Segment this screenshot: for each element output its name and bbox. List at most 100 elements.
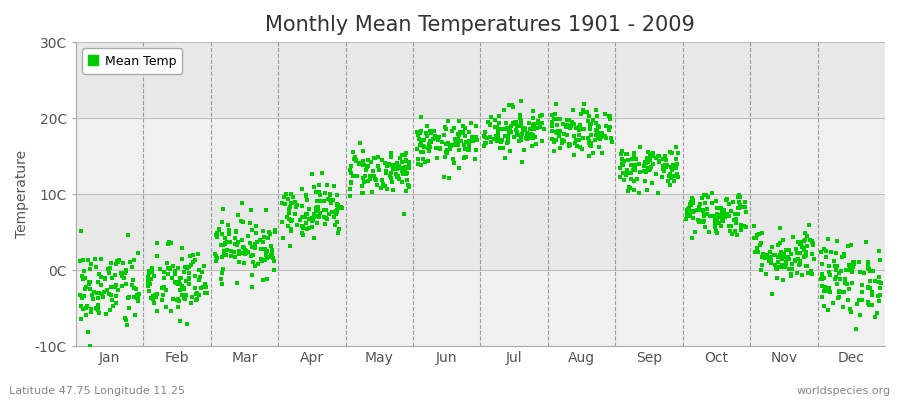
Point [795,241,809,248]
Point [498,132,512,139]
Point [300,196,314,203]
Point [491,126,506,132]
Point [778,261,793,267]
Point [504,123,518,129]
Point [584,140,598,147]
Point [818,247,832,254]
Point [590,132,605,139]
Point [309,189,323,195]
Point [304,214,319,221]
Point [260,255,274,262]
Point [716,218,730,224]
Point [168,279,183,285]
Point [395,171,410,177]
Point [172,279,186,286]
Point [639,160,653,166]
Point [632,190,646,197]
Point [83,342,97,349]
Point [584,121,598,128]
Point [227,249,241,255]
Point [248,241,262,247]
Point [455,129,470,136]
Point [399,157,413,164]
Point [590,133,605,139]
Point [91,294,105,301]
Point [560,117,574,123]
Point [411,130,426,136]
Point [734,222,748,229]
Point [173,281,187,287]
Point [444,142,458,149]
Point [832,288,846,295]
Point [776,236,790,243]
Point [317,214,331,220]
Point [624,170,638,176]
Point [443,142,457,149]
Point [780,254,795,261]
Point [663,164,678,170]
Point [312,189,327,196]
Point [232,259,247,265]
Point [220,247,234,253]
Point [278,190,293,197]
Point [814,276,829,282]
Point [513,123,527,129]
Point [94,256,109,262]
Point [771,258,786,265]
Point [664,149,679,156]
Point [698,212,712,218]
Point [751,249,765,256]
Point [191,250,205,257]
Point [680,207,695,213]
Point [257,246,272,252]
Point [513,114,527,121]
Point [643,157,657,163]
Point [209,232,223,239]
Point [458,133,473,140]
Point [320,215,334,221]
Point [392,176,406,182]
Point [438,124,453,130]
Point [165,308,179,314]
Point [535,138,549,144]
Point [513,133,527,139]
Point [116,270,130,276]
Point [324,200,338,206]
Y-axis label: Temperature: Temperature [15,150,29,238]
Point [796,254,811,260]
Point [670,161,684,168]
Point [91,279,105,285]
Point [526,126,541,132]
Point [147,273,161,279]
Point [353,140,367,146]
Point [399,150,413,156]
Point [759,252,773,258]
Point [615,160,629,167]
Point [127,285,141,292]
Point [694,218,708,224]
Point [506,120,520,127]
Point [501,130,516,136]
Point [556,131,571,138]
Point [391,166,405,172]
Point [274,200,289,206]
Point [448,136,463,143]
Point [492,120,507,126]
Point [149,240,164,246]
Point [386,166,400,172]
Point [349,158,364,164]
Point [536,126,551,132]
Point [544,112,559,118]
Point [310,204,324,211]
Point [686,209,700,215]
Point [457,154,472,161]
Point [559,124,573,130]
Point [554,128,568,134]
Point [446,160,461,166]
Point [372,167,386,173]
Point [698,200,712,206]
Point [555,136,570,143]
Point [248,244,262,251]
Point [548,101,562,107]
Point [288,199,302,206]
